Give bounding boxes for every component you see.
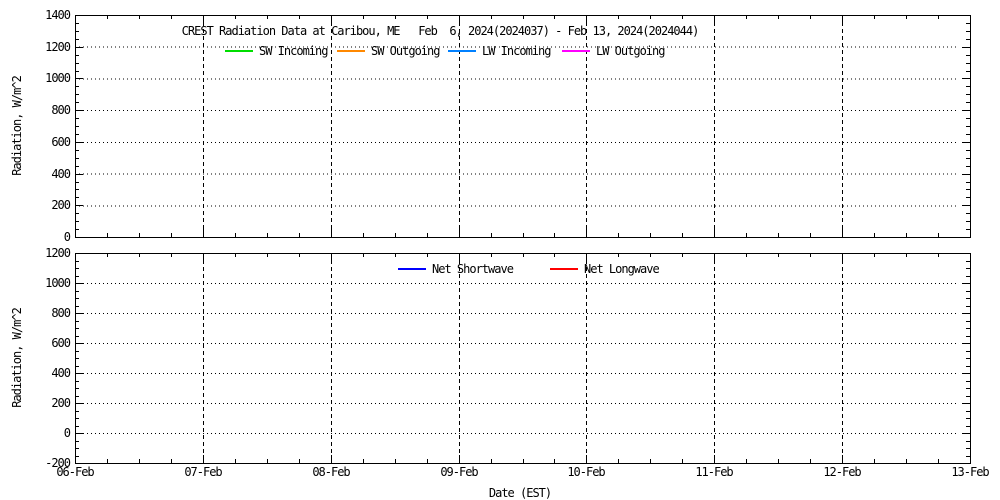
panel2-v-gridlines: [203, 253, 843, 463]
panel2-ytick-label: -200: [45, 456, 71, 470]
xtick-label: 06-Feb: [56, 465, 94, 479]
xtick-label: 08-Feb: [312, 465, 350, 479]
panel1-ytick-label: 200: [51, 198, 71, 212]
legend-line-swatch: [398, 268, 426, 270]
panel1-h-gridlines: [75, 46, 958, 207]
panel1-ytick-label: 400: [51, 167, 71, 181]
panel2-ytick-label: 1200: [45, 246, 71, 260]
legend-line-swatch: [448, 50, 476, 52]
panel2-ytick-label: 400: [51, 366, 71, 380]
legend-line-swatch: [337, 50, 365, 52]
panel1-y-axis-label: Radiation, W/m^2: [10, 76, 24, 176]
chart-title: CREST Radiation Data at Caribou, ME Feb …: [181, 24, 700, 38]
legend-item-net-longwave: Net Longwave: [550, 262, 660, 276]
panel2-ytick-label: 200: [51, 396, 71, 410]
panel2-ytick-label: 1000: [45, 276, 71, 290]
xtick-label: 12-Feb: [823, 465, 861, 479]
panel2-ytick-label: 600: [51, 336, 71, 350]
panel1-minor-ticks: [75, 15, 970, 237]
xtick-label: 10-Feb: [567, 465, 605, 479]
legend-item-sw-outgoing: SW Outgoing: [337, 44, 440, 58]
panel1-ytick-label: 1200: [45, 40, 71, 54]
panel1-ytick-label: 0: [63, 230, 71, 244]
panel2-ytick-label: 800: [51, 306, 71, 320]
panel2-frame: [75, 253, 971, 464]
xtick-label: 09-Feb: [440, 465, 478, 479]
panel1-major-ticks: [75, 15, 971, 238]
legend-label: Net Shortwave: [432, 262, 514, 276]
panel2-major-ticks: [75, 253, 971, 464]
legend-line-swatch: [225, 50, 253, 52]
legend-line-swatch: [550, 268, 578, 270]
legend-item-net-shortwave: Net Shortwave: [398, 262, 514, 276]
legend-item-lw-outgoing: LW Outgoing: [562, 44, 665, 58]
legend-item-sw-incoming: SW Incoming: [225, 44, 328, 58]
xtick-label: 11-Feb: [695, 465, 733, 479]
panel1-ytick-label: 600: [51, 135, 71, 149]
panel2-h-gridlines: [75, 283, 958, 434]
panel2-y-axis-label: Radiation, W/m^2: [10, 308, 24, 408]
panel2-minor-ticks: [75, 253, 970, 463]
panel2-ytick-label: 0: [63, 426, 71, 440]
xtick-label: 13-Feb: [951, 465, 989, 479]
x-axis-label: Date (EST): [488, 486, 552, 500]
panel1-ytick-label: 800: [51, 103, 71, 117]
legend-label: Net Longwave: [584, 262, 660, 276]
xtick-label: 07-Feb: [184, 465, 222, 479]
panel1-ytick-label: 1000: [45, 71, 71, 85]
legend-label: SW Outgoing: [371, 44, 440, 58]
legend-label: LW Incoming: [482, 44, 551, 58]
panel1-ytick-label: 1400: [45, 8, 71, 22]
legend-label: LW Outgoing: [596, 44, 665, 58]
legend-label: SW Incoming: [259, 44, 328, 58]
legend-item-lw-incoming: LW Incoming: [448, 44, 551, 58]
legend-line-swatch: [562, 50, 590, 52]
